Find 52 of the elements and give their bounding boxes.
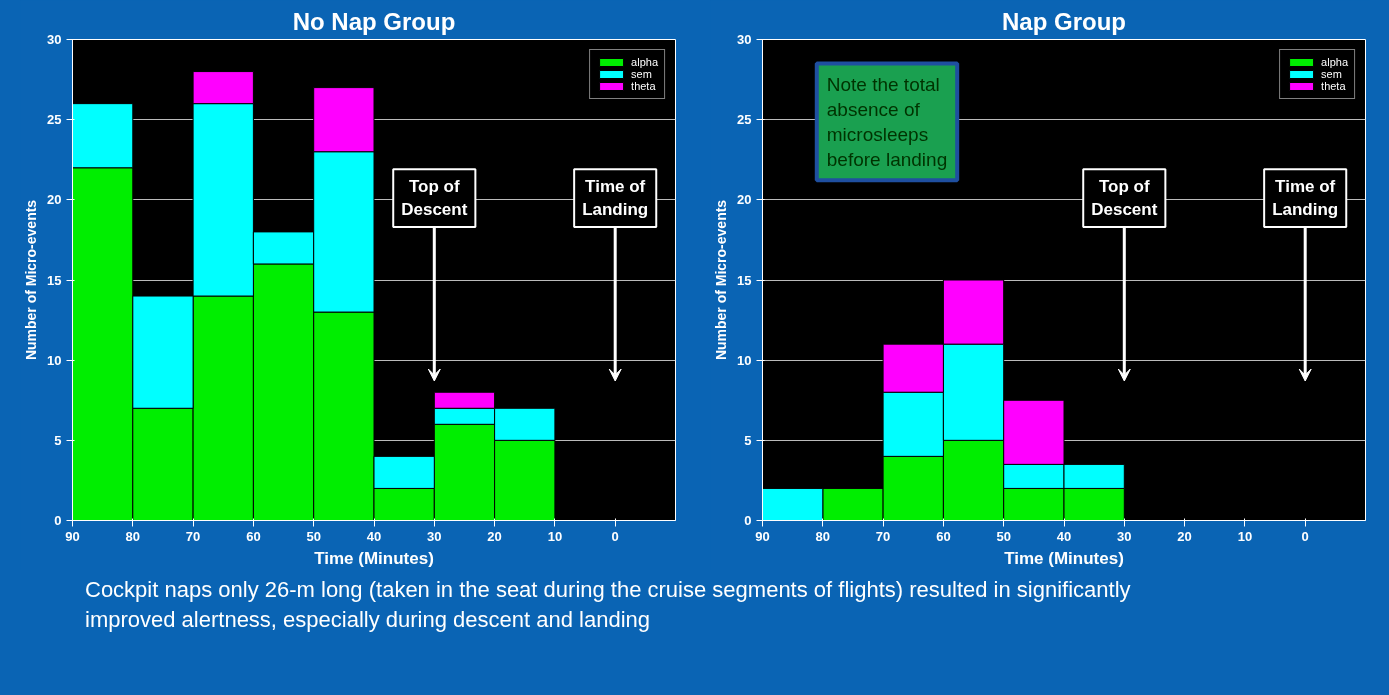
y-tick-label: 10 [737,352,752,368]
legend-label: theta [1321,80,1346,92]
chart-title: Nap Group [1002,7,1126,35]
x-axis-title: Time (Minutes) [314,548,434,568]
x-tick-label: 20 [1177,528,1192,544]
annotation: Time of Landing [1272,177,1339,220]
y-tick-label: 5 [744,432,752,448]
legend-label: sem [631,68,652,80]
y-tick-label: 30 [737,32,752,47]
legend-label: sem [1321,68,1342,80]
x-tick-label: 40 [366,528,382,544]
x-tick-label: 10 [547,528,563,544]
x-tick-label: 40 [1056,528,1072,544]
annotation: Note the total absence of microsleeps before landing [826,73,948,171]
x-tick-label: 80 [125,528,141,544]
annotation: Top of Descent [401,177,468,220]
y-tick-label: 5 [54,432,62,448]
y-tick-label: 25 [737,112,752,128]
x-tick-label: 50 [306,528,321,544]
y-tick-label: 15 [737,272,752,288]
y-axis-title: Number of Micro-events [23,199,40,361]
legend-label: theta [631,80,656,92]
legend-label: alpha [1321,56,1348,68]
y-axis-title: Number of Micro-events [713,199,730,361]
legend-label: alpha [631,56,658,68]
x-tick-label: 10 [1237,528,1253,544]
chart-title: No Nap Group [292,7,456,35]
x-tick-label: 30 [427,528,442,544]
x-tick-label: 0 [1301,528,1309,544]
text: Cockpit naps only 26-m long (taken in the seat during the cruise segments of flights) resulted in significantly improved alertness, especially during descent and landing [85,576,1132,634]
annotation: Top of Descent [1091,177,1158,220]
x-tick-label: 20 [487,528,502,544]
y-tick-label: 0 [744,513,752,528]
y-tick-label: 25 [47,112,62,128]
x-tick-label: 80 [815,528,831,544]
y-tick-label: 30 [47,32,62,47]
y-tick-label: 20 [737,192,752,208]
y-tick-label: 15 [47,272,62,288]
x-axis-title: Time (Minutes) [1004,548,1124,568]
x-tick-label: 30 [1117,528,1132,544]
y-tick-label: 20 [47,192,62,208]
x-tick-label: 0 [611,528,619,544]
x-tick-label: 70 [875,528,891,544]
x-tick-label: 70 [185,528,201,544]
annotation: Time of Landing [582,177,649,220]
y-tick-label: 10 [47,352,62,368]
x-tick-label: 60 [936,528,951,544]
x-tick-label: 50 [996,528,1011,544]
x-tick-label: 90 [65,528,80,544]
y-tick-label: 0 [54,513,62,528]
x-tick-label: 60 [246,528,261,544]
x-tick-label: 90 [755,528,770,544]
